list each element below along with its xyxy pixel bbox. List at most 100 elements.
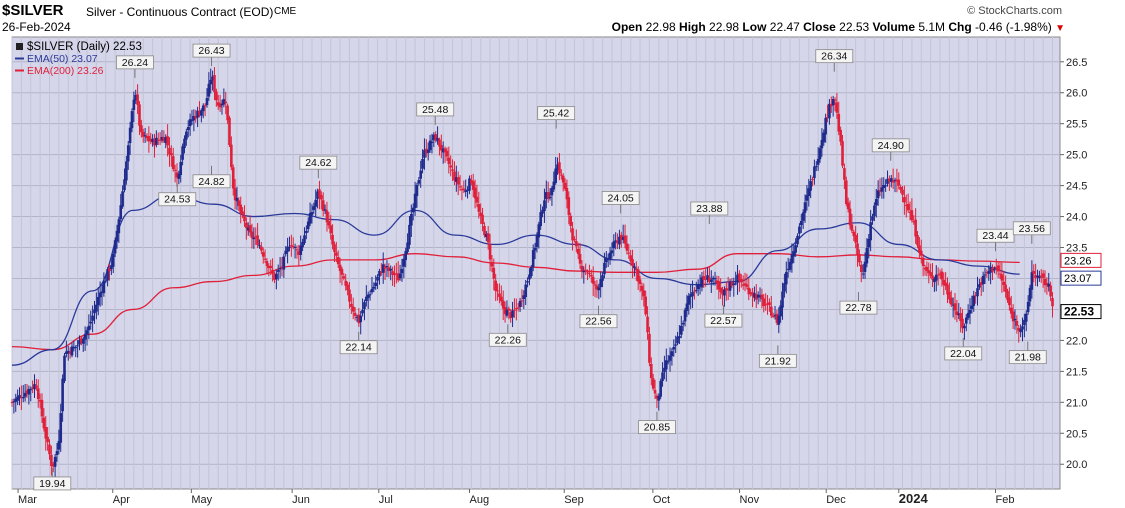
candle-body xyxy=(683,310,687,322)
x-axis: Mar Apr May Jun Jul Aug Sep Oct Nov Dec 2024 Feb xyxy=(17,489,1014,506)
candle-body xyxy=(863,261,867,272)
candle-body xyxy=(310,212,314,215)
candle-body xyxy=(200,110,203,116)
candle-body xyxy=(318,189,321,198)
candle-body xyxy=(636,269,640,282)
candle-body xyxy=(627,252,631,254)
candle-body xyxy=(16,396,19,401)
candle-body xyxy=(974,295,977,297)
candle-body xyxy=(31,387,34,389)
annotation-box xyxy=(758,353,797,368)
candle-body xyxy=(769,306,773,316)
candle-body xyxy=(554,168,557,183)
annotation-label: 22.04 xyxy=(950,348,976,360)
candle-body xyxy=(897,179,901,186)
candle-body xyxy=(411,207,415,213)
candle-body xyxy=(732,283,736,285)
candle-body xyxy=(20,397,23,399)
annotation-label: 23.88 xyxy=(696,203,722,215)
candle-body xyxy=(829,104,833,107)
candle-body xyxy=(132,99,136,111)
candle-body xyxy=(702,276,706,280)
candle-body xyxy=(473,187,477,199)
candle-body xyxy=(207,83,211,97)
candle-body xyxy=(115,230,119,242)
candle-body xyxy=(528,274,531,280)
candle-body xyxy=(233,188,237,201)
candle-body xyxy=(931,275,934,280)
candle-body xyxy=(816,158,820,165)
candle-body xyxy=(218,103,222,108)
candle-body xyxy=(102,281,106,294)
candle-body xyxy=(918,245,921,253)
candle-body xyxy=(231,167,235,189)
candle-body xyxy=(783,283,786,292)
candle-body xyxy=(719,287,722,293)
candle-body xyxy=(380,272,383,274)
candle-body xyxy=(297,251,301,255)
candle-body xyxy=(119,205,123,219)
candle-body xyxy=(89,321,93,324)
ema200-series xyxy=(11,253,1020,351)
candle-body xyxy=(305,231,308,234)
candle-body xyxy=(258,245,261,247)
annotation-box xyxy=(537,106,576,121)
candle-body xyxy=(149,139,153,142)
candle-body xyxy=(33,384,36,390)
candle-body xyxy=(794,245,797,253)
x-tick-label: Apr xyxy=(113,494,130,506)
candle-body xyxy=(751,292,754,296)
candle-body xyxy=(29,389,33,391)
candle-body xyxy=(160,136,164,141)
ema200-line xyxy=(11,253,1020,351)
candle-body xyxy=(66,350,70,354)
annotation-box xyxy=(158,192,197,207)
candle-body xyxy=(21,396,25,399)
candle-body xyxy=(126,145,130,162)
candle-body xyxy=(351,306,355,312)
candle-body xyxy=(239,204,243,214)
contract-title: Silver - Continuous Contract (EOD) xyxy=(86,5,274,19)
candle-body xyxy=(190,119,194,121)
annotation-label: 26.43 xyxy=(198,45,224,57)
candle-body xyxy=(98,292,102,298)
candle-body xyxy=(336,257,340,265)
candle-body xyxy=(76,345,79,347)
candle-body xyxy=(91,315,94,321)
x-tick-label: 2024 xyxy=(899,491,929,506)
candle-body xyxy=(704,278,707,280)
candle-body xyxy=(462,188,466,191)
close-value: 22.53 xyxy=(839,20,870,34)
chg-label: Chg xyxy=(948,20,972,34)
candle-body xyxy=(629,255,632,262)
candle-body xyxy=(402,258,406,267)
candle-body xyxy=(72,346,76,349)
candle-body xyxy=(123,179,126,191)
candle-body xyxy=(492,267,496,279)
candle-body xyxy=(164,137,168,144)
candle-body xyxy=(944,282,947,287)
candle-body xyxy=(65,351,68,354)
candle-body xyxy=(788,261,792,270)
candle-body xyxy=(994,267,998,269)
annotation-box xyxy=(416,102,455,117)
candle-body xyxy=(796,235,799,245)
candle-body xyxy=(143,135,147,137)
candle-body xyxy=(745,284,749,287)
candle-body xyxy=(601,275,604,281)
candle-body xyxy=(1011,311,1015,322)
candle-body xyxy=(786,268,790,270)
candle-body xyxy=(12,401,16,403)
candle-body xyxy=(350,303,353,307)
brand-label[interactable]: © StockCharts.com xyxy=(967,5,1062,17)
annotation-label: 23.44 xyxy=(982,230,1008,242)
candle-body xyxy=(1013,318,1017,321)
candle-body xyxy=(170,153,173,156)
candle-body xyxy=(681,322,685,325)
value-tag-box xyxy=(1060,304,1102,320)
candle-body xyxy=(537,224,541,238)
annotation-label: 26.34 xyxy=(821,51,847,63)
candle-body xyxy=(726,288,730,290)
candle-body xyxy=(179,161,183,176)
